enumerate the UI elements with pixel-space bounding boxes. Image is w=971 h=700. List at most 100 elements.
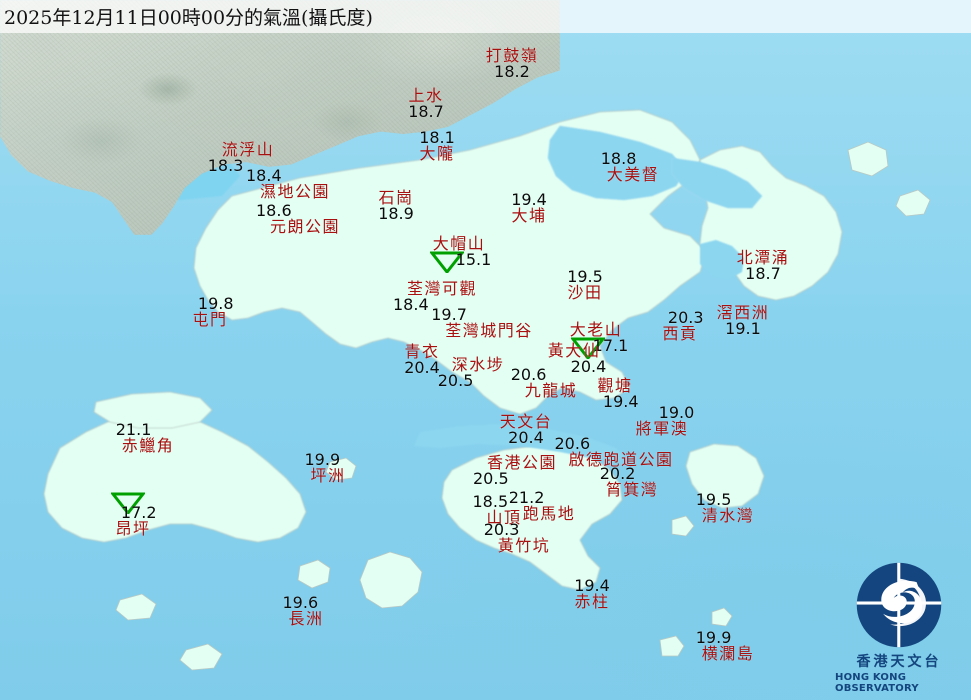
station-temperature-value: 20.4 [404,358,440,377]
station-name: 大隴 [419,144,455,163]
land-sw-islets-2 [179,643,223,671]
station-temperature-value: 19.6 [282,593,319,612]
station-temperature-value: 17.2 [120,503,157,522]
station-label: 北潭涌 18.7 [737,250,790,282]
station-name: 天文台 [499,412,553,431]
station-name: 石崗 [378,188,414,207]
station-temperature-value: 20.6 [510,365,547,384]
water-victoria-harbour [414,424,628,460]
station-label: 香港公園 20.5 [473,455,557,487]
water-sai-kung-bay [700,240,744,280]
station-name: 九龍城 [524,381,578,400]
low-temperature-triangle-icon [111,492,145,514]
station-name: 北潭涌 [736,248,790,267]
station-name: 赤柱 [574,592,610,611]
station-name: 黃竹坑 [497,536,551,555]
station-name: 打鼓嶺 [485,46,539,65]
station-label: 大老山 17.1 [569,320,629,354]
station-temperature-value: 18.8 [600,149,637,168]
station-label: 深水埗 20.5 [438,355,505,389]
land-po-toi [659,635,685,657]
station-name: 上水 [408,86,444,105]
station-label: 坪洲 19.9 [304,452,345,484]
station-name: 沙田 [567,283,603,302]
hko-logo: 香港天文台 HONG KONG OBSERVATORY [835,561,963,694]
land-lamma-island [359,551,423,609]
station-name: 大帽山 [432,234,486,253]
station-name: 大老山 [569,320,623,339]
station-name: 荃灣城門谷 [445,321,533,340]
station-label: 打鼓嶺 18.2 [486,48,539,80]
station-temperature-value: 20.4 [570,357,607,376]
station-temperature-value: 18.4 [245,166,282,185]
station-temperature-value: 20.2 [599,464,636,483]
station-temperature-value: 19.4 [574,576,610,595]
station-label: 將軍澳 19.0 [636,405,695,437]
station-temperature-value: 20.3 [483,520,520,539]
station-temperature-value: 17.1 [592,336,629,355]
station-name: 流浮山 [221,140,275,159]
station-label: 天文台 20.4 [500,414,553,446]
station-label: 石崗 18.9 [378,190,414,222]
station-label: 屯門 19.8 [192,296,233,329]
land-clear-water-bay [685,443,765,509]
station-name: 荃灣可觀 [406,279,478,298]
station-temperature-value: 20.3 [667,308,704,327]
station-label: 九龍城 20.6 [511,367,578,400]
station-name: 觀塘 [597,376,633,395]
station-name: 黃大仙 [547,341,601,360]
land-cheung-chau [297,559,331,589]
station-name: 跑馬地 [522,504,576,523]
station-temperature-value: 18.5 [472,492,509,511]
station-name: 屯門 [192,310,228,329]
station-temperature-value: 18.3 [207,156,244,175]
station-label: 大隴 18.1 [419,130,455,162]
low-temperature-triangle-icon [430,251,464,273]
land-east-islets [671,515,695,537]
station-temperature-value: 20.6 [554,434,591,453]
land-ne-islands [847,141,889,177]
station-name: 筲箕灣 [605,480,659,499]
logo-name-chinese: 香港天文台 [856,654,942,670]
station-temperature-value: 21.1 [115,420,152,439]
station-label: 沙田 19.5 [567,269,603,301]
station-temperature-value: 19.9 [304,450,341,469]
station-label: 筲箕灣 20.2 [600,466,659,499]
station-label: 啟德跑道公園 20.6 [554,436,673,468]
station-label: 青衣 20.4 [404,344,440,376]
water-tolo-channel [671,157,763,209]
station-label: 赤鱲角 21.1 [116,422,175,455]
station-temperature-value: 19.4 [511,190,547,209]
station-temperature-value: 18.4 [392,295,429,314]
station-label: 昂坪 17.2 [115,505,156,538]
land-peng-chau [325,457,357,481]
land-sw-islets [115,593,157,621]
station-label: 元朗公園 18.6 [256,203,340,235]
station-temperature-value: 18.7 [408,102,444,121]
station-temperature-value: 20.5 [437,371,474,390]
station-name: 深水埗 [451,355,505,374]
station-temperature-value: 19.1 [725,319,761,338]
station-temperature-value: 19.7 [431,305,467,324]
station-temperature-value: 15.1 [455,250,492,269]
station-name: 横瀾島 [701,644,755,663]
station-label: 大帽山 15.1 [432,234,492,268]
station-temperature-value: 19.0 [658,403,695,422]
station-name: 大埔 [511,206,547,225]
station-temperature-value: 19.9 [695,628,732,647]
station-label: 山頂 18.5 [472,494,521,526]
station-name: 長洲 [288,609,324,628]
station-temperature-value: 20.4 [508,428,544,447]
logo-name-english: HONG KONG OBSERVATORY [835,672,919,694]
observatory-logo-icon [856,562,942,648]
station-name: 赤鱲角 [121,436,175,455]
low-temperature-triangle-icon [571,337,605,359]
station-name: 昂坪 [115,519,151,538]
station-name: 清水灣 [701,506,755,525]
page-title: 2025年12月11日00時00分的氣溫(攝氏度) [4,7,373,29]
station-temperature-value: 18.6 [255,201,292,220]
land-lantau-island [43,413,307,543]
station-label: 大埔 19.4 [511,192,547,224]
station-temperature-value: 20.5 [472,469,509,488]
